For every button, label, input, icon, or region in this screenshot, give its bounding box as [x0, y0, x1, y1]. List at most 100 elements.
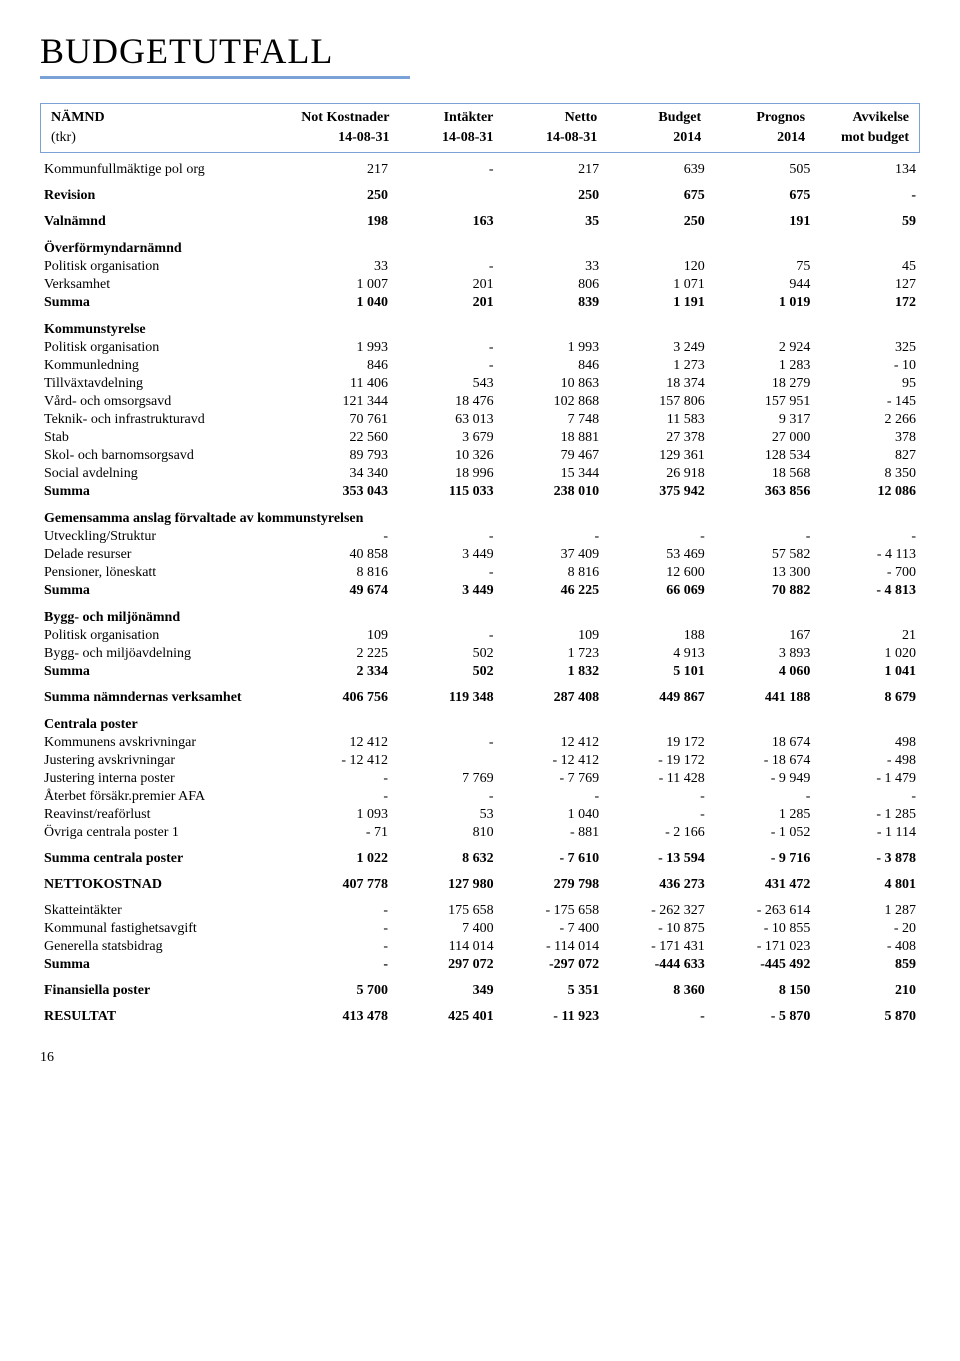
cell: - 2 166	[603, 824, 709, 842]
table-row: Justering interna poster-7 769- 7 769- 1…	[40, 770, 920, 788]
cell: 1 287	[814, 902, 920, 920]
cell: 33	[286, 258, 392, 276]
col-sub: 2014	[601, 128, 705, 148]
col-sub: 14-08-31	[393, 128, 497, 148]
cell: 114 014	[392, 938, 498, 956]
cell: 18 374	[603, 375, 709, 393]
row-label: Pensioner, löneskatt	[40, 564, 286, 582]
table-row: Bygg- och miljöavdelning2 2255021 7234 9…	[40, 645, 920, 663]
cell: 11 406	[286, 375, 392, 393]
col-head: Not Kostnader	[290, 108, 394, 128]
cell: 1 285	[709, 806, 815, 824]
cell: 63 013	[392, 411, 498, 429]
cell: 502	[392, 663, 498, 681]
cell: 8 360	[603, 982, 709, 1000]
cell: -	[392, 161, 498, 179]
row-label: Summa nämndernas verksamhet	[40, 689, 286, 707]
section-head: Centrala poster	[40, 707, 920, 734]
cell: -	[392, 258, 498, 276]
cell: 167	[709, 627, 815, 645]
cell: -	[392, 528, 498, 546]
table-row: Verksamhet1 0072018061 071944127	[40, 276, 920, 294]
table-row: Tillväxtavdelning11 40654310 86318 37418…	[40, 375, 920, 393]
row-label: Delade resurser	[40, 546, 286, 564]
cell: 10 863	[498, 375, 604, 393]
cell: - 11 428	[603, 770, 709, 788]
cell: -	[603, 806, 709, 824]
cell: 846	[286, 357, 392, 375]
cell: -	[498, 788, 604, 806]
cell: 8 816	[286, 564, 392, 582]
cell: - 1 285	[814, 806, 920, 824]
cell: 1 041	[814, 663, 920, 681]
cell: - 10 875	[603, 920, 709, 938]
cell: 8 350	[814, 465, 920, 483]
cell: 1 040	[286, 294, 392, 312]
cell: - 408	[814, 938, 920, 956]
cell: -	[603, 788, 709, 806]
cell: 1 007	[286, 276, 392, 294]
cell: - 9 949	[709, 770, 815, 788]
cell: 3 449	[392, 546, 498, 564]
col-sub: 2014	[705, 128, 809, 148]
cell: -	[392, 734, 498, 752]
cell: 18 881	[498, 429, 604, 447]
col-head: NÄMND	[47, 108, 290, 128]
cell: 13 300	[709, 564, 815, 582]
cell: 45	[814, 258, 920, 276]
section-head-label: Gemensamma anslag förvaltade av kommunst…	[40, 501, 920, 528]
cell: 40 858	[286, 546, 392, 564]
table-row: Summa nämndernas verksamhet406 756119 34…	[40, 689, 920, 707]
cell: 127	[814, 276, 920, 294]
cell: 407 778	[286, 876, 392, 894]
row-label: Summa	[40, 483, 286, 501]
row-label: Övriga centrala poster 1	[40, 824, 286, 842]
table-row: Summa centrala poster1 0228 632- 7 610- …	[40, 850, 920, 868]
cell: - 7 769	[498, 770, 604, 788]
cell: 198	[286, 213, 392, 231]
cell: 53 469	[603, 546, 709, 564]
cell: 19 172	[603, 734, 709, 752]
cell: 66 069	[603, 582, 709, 600]
cell: - 10 855	[709, 920, 815, 938]
cell: -	[392, 788, 498, 806]
cell: -	[392, 339, 498, 357]
cell: 2 924	[709, 339, 815, 357]
row-label: Summa	[40, 582, 286, 600]
cell: - 1 479	[814, 770, 920, 788]
cell: -	[498, 528, 604, 546]
section-head: Överförmyndarnämnd	[40, 231, 920, 258]
cell: 250	[603, 213, 709, 231]
col-head: Budget	[601, 108, 705, 128]
cell: 5 351	[498, 982, 604, 1000]
cell	[392, 752, 498, 770]
cell: 12 086	[814, 483, 920, 501]
header-table: NÄMND Not Kostnader Intäkter Netto Budge…	[47, 108, 913, 148]
cell: 675	[709, 187, 815, 205]
cell: 59	[814, 213, 920, 231]
cell: 7 769	[392, 770, 498, 788]
cell: -	[814, 788, 920, 806]
col-sub: mot budget	[809, 128, 913, 148]
cell: 12 412	[286, 734, 392, 752]
table-row: Delade resurser40 8583 44937 40953 46957…	[40, 546, 920, 564]
cell: -	[286, 938, 392, 956]
cell: -	[286, 528, 392, 546]
cell: 4 060	[709, 663, 815, 681]
cell: 27 378	[603, 429, 709, 447]
cell: 378	[814, 429, 920, 447]
row-label: Summa	[40, 956, 286, 974]
cell: - 71	[286, 824, 392, 842]
row-label: Vård- och omsorgsavd	[40, 393, 286, 411]
cell: 449 867	[603, 689, 709, 707]
cell: - 7 400	[498, 920, 604, 938]
row-label: Revision	[40, 187, 286, 205]
cell: 9 317	[709, 411, 815, 429]
table-row: Övriga centrala poster 1- 71810- 881- 2 …	[40, 824, 920, 842]
cell: 639	[603, 161, 709, 179]
cell: 3 249	[603, 339, 709, 357]
row-label: Kommunfullmäktige pol org	[40, 161, 286, 179]
cell: 134	[814, 161, 920, 179]
cell: 806	[498, 276, 604, 294]
row-label: Kommunens avskrivningar	[40, 734, 286, 752]
